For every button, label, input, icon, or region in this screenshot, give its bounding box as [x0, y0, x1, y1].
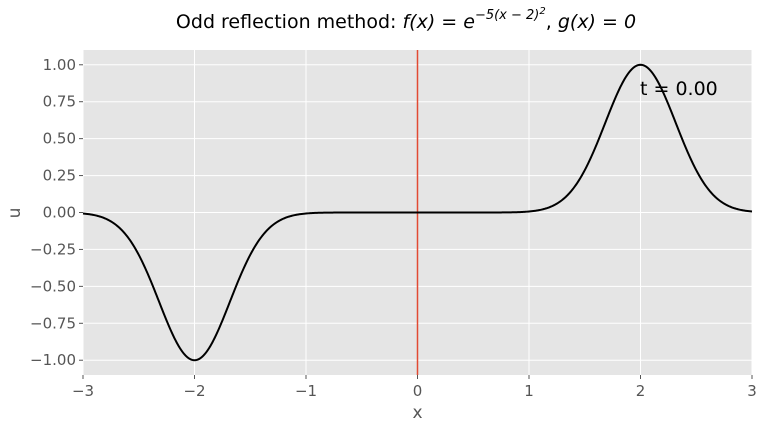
y-tick-label: −0.75: [30, 314, 76, 332]
x-tick-label: 2: [636, 382, 646, 400]
y-tick-label: −0.50: [30, 277, 76, 295]
time-annotation: t = 0.00: [640, 78, 718, 100]
x-tick-label: 1: [524, 382, 534, 400]
y-axis-label: u: [5, 208, 25, 219]
x-tick-label: 3: [747, 382, 757, 400]
y-tick-label: 0.50: [43, 130, 76, 148]
x-axis-label: x: [412, 403, 422, 423]
chart-title: Odd reflection method: f(x) = e−5(x − 2)…: [176, 6, 636, 33]
x-tick-label: −2: [183, 382, 205, 400]
y-tick-label: 0.25: [43, 167, 76, 185]
y-tick-label: −1.00: [30, 351, 76, 369]
y-tick-label: 1.00: [43, 56, 76, 74]
y-tick-label: 0.75: [43, 93, 76, 111]
y-tick-label: 0.00: [43, 204, 76, 222]
x-tick-label: 0: [413, 382, 423, 400]
x-tick-label: −3: [72, 382, 94, 400]
y-axis-ticks: 1.00 0.75 0.50 0.25 0.00 −0.25 −0.50 −0.75 −1.00: [30, 56, 83, 369]
x-tick-label: −1: [295, 382, 317, 400]
x-axis-ticks: −3 −2 −1 0 1 2 3: [72, 375, 757, 400]
series-line: [82, 63, 753, 362]
y-tick-label: −0.25: [30, 240, 76, 258]
